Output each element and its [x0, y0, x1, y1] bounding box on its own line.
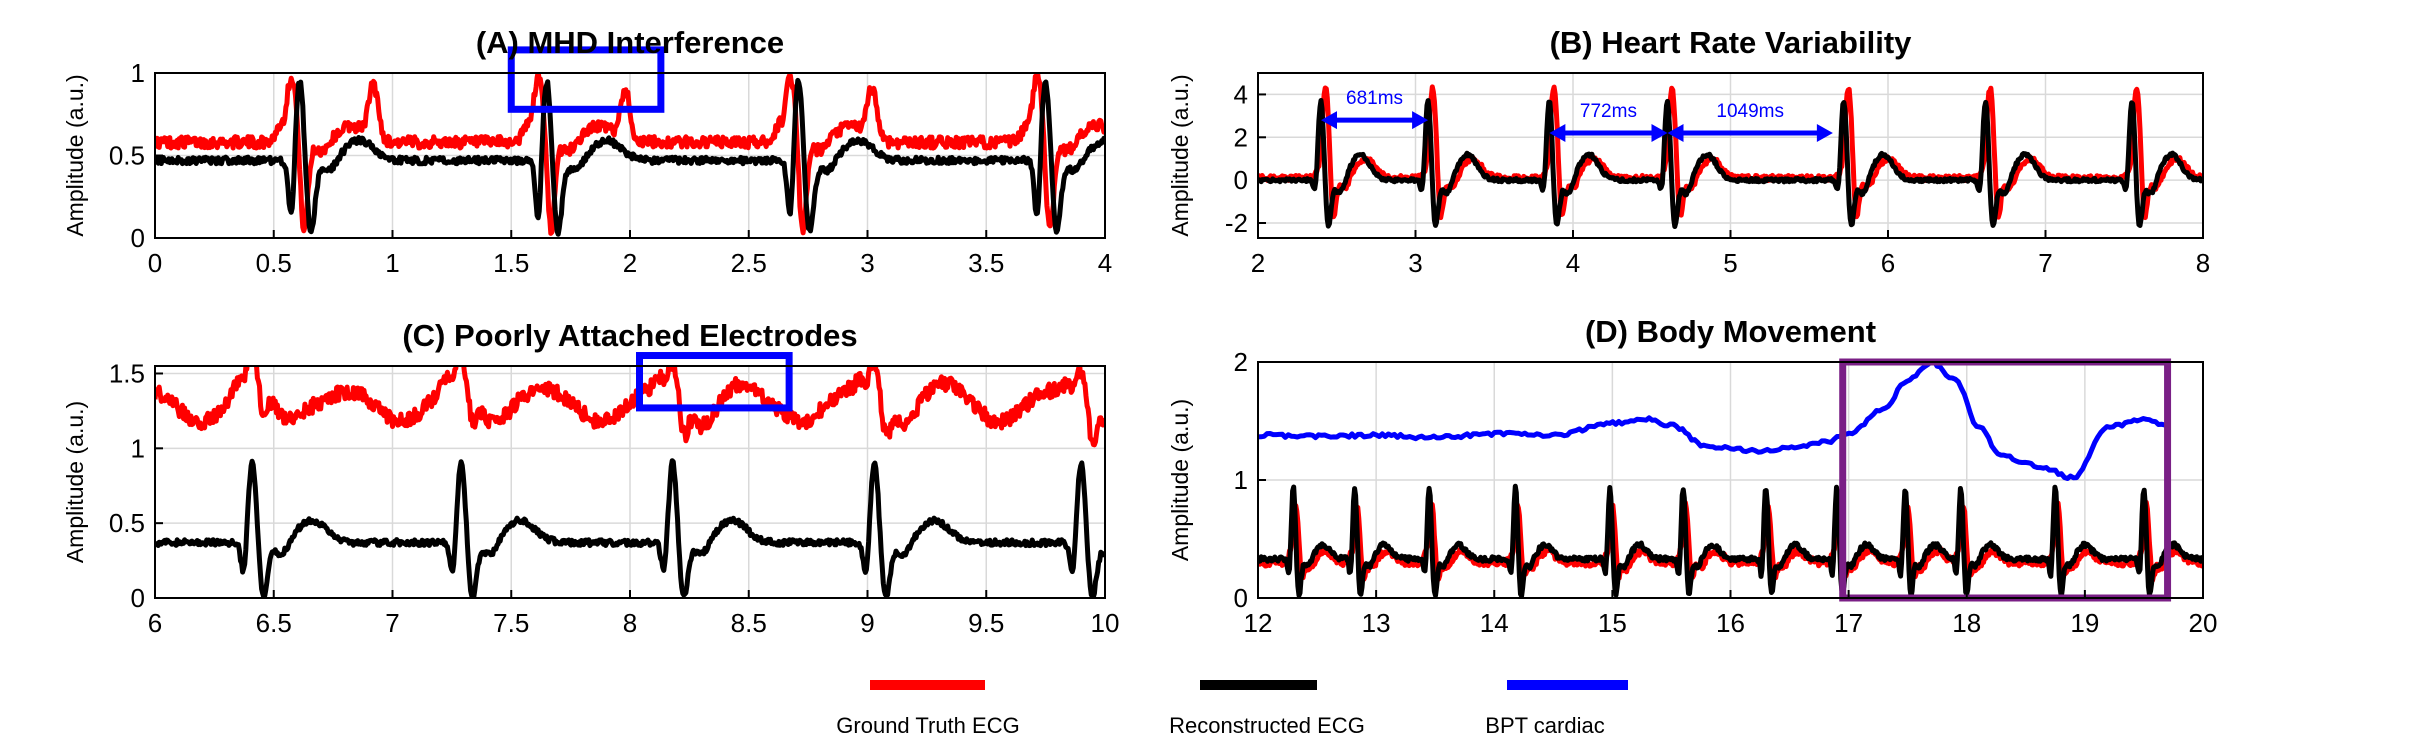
x-tick-label: 8: [623, 608, 637, 638]
y-tick-label: 0: [1234, 583, 1248, 613]
x-tick-label: 6: [1881, 248, 1895, 278]
legend-label-bpt: BPT cardiac: [1485, 713, 1604, 738]
y-tick-label: 0: [131, 583, 145, 613]
series-line-reconstructed: [155, 458, 1105, 598]
interval-arrow-head-left: [1321, 111, 1337, 130]
plot-area: [1258, 362, 2203, 598]
y-tick-label: 0.5: [109, 141, 145, 171]
chart-title: (A) MHD Interference: [476, 25, 784, 60]
y-tick-label: 1: [131, 433, 145, 463]
x-tick-label: 12: [1244, 608, 1273, 638]
interval-arrow-head-left: [1667, 124, 1684, 142]
x-tick-label: 8: [2196, 248, 2210, 278]
x-tick-label: 1.5: [493, 248, 529, 278]
y-tick-label: 0.5: [109, 508, 145, 538]
chart-panel-B: 681ms 772ms 1049ms 2 3 4 5 6 7 8 -2 0 2 4 (B) Heart Ra…: [1167, 25, 2210, 278]
legend: Ground Truth ECG Reconstructed ECG BPT c…: [836, 680, 1628, 738]
y-tick-label: 1.5: [109, 358, 145, 388]
series-line-bpt: [1258, 362, 2168, 481]
x-tick-label: 7.5: [493, 608, 529, 638]
x-tick-label: 1: [385, 248, 399, 278]
chart-title: (C) Poorly Attached Electrodes: [402, 318, 857, 353]
x-tick-label: 20: [2189, 608, 2218, 638]
x-tick-label: 6: [148, 608, 162, 638]
legend-label-ground-truth: Ground Truth ECG: [836, 713, 1019, 738]
series-line-reconstructed: [1258, 483, 2203, 598]
highlight-box: [507, 46, 665, 113]
x-tick-label: 14: [1480, 608, 1509, 638]
x-tick-label: 2.5: [731, 248, 767, 278]
x-tick-label: 4: [1098, 248, 1112, 278]
y-tick-label: 2: [1234, 122, 1248, 152]
y-tick-label: -2: [1225, 208, 1248, 238]
y-tick-label: 0: [1234, 165, 1248, 195]
series-line-reconstructed: [155, 77, 1105, 237]
y-tick-label: 0: [131, 223, 145, 253]
series-line-reconstructed: [1258, 98, 2203, 229]
highlight-box: [636, 352, 793, 412]
interval-arrow-head-right: [1651, 124, 1668, 142]
y-axis-label: Amplitude (a.u.): [1167, 74, 1193, 236]
x-tick-label: 6.5: [256, 608, 292, 638]
y-tick-label: 1: [131, 58, 145, 88]
interval-arrow-head-right: [1816, 124, 1833, 142]
x-tick-label: 0: [148, 248, 162, 278]
x-tick-label: 15: [1598, 608, 1627, 638]
chart-panel-C: 6 6.5 7 7.5 8 8.5 9 9.5 10 0 0.5 1 1.5 (C) Poorly Att…: [62, 318, 1119, 638]
chart-panel-A: 0 0.5 1 1.5 2 2.5 3 3.5 4 0 0.5 1 (A) MHD Interferen…: [62, 25, 1112, 278]
x-tick-label: 16: [1716, 608, 1745, 638]
chart-panels: 0 0.5 1 1.5 2 2.5 3 3.5 4 0 0.5 1 (A) MHD Interferen…: [62, 25, 2217, 638]
x-tick-label: 3: [1408, 248, 1422, 278]
y-tick-label: 2: [1234, 347, 1248, 377]
plot-area: [155, 366, 1105, 598]
interval-label: 772ms: [1580, 101, 1637, 122]
interval-arrow-head-left: [1549, 124, 1566, 142]
x-tick-label: 7: [2038, 248, 2052, 278]
series-line-ground_truth: [155, 366, 1105, 448]
y-axis-label: Amplitude (a.u.): [1167, 399, 1193, 561]
x-tick-label: 13: [1362, 608, 1391, 638]
y-tick-label: 4: [1234, 79, 1248, 109]
chart-title: (B) Heart Rate Variability: [1550, 25, 1913, 60]
x-tick-label: 10: [1091, 608, 1120, 638]
x-tick-label: 0.5: [256, 248, 292, 278]
y-axis-label: Amplitude (a.u.): [62, 74, 88, 236]
x-tick-label: 19: [2070, 608, 2099, 638]
x-tick-label: 3: [860, 248, 874, 278]
x-tick-label: 2: [1251, 248, 1265, 278]
plot-area: [1258, 84, 2203, 229]
chart-title: (D) Body Movement: [1585, 314, 1876, 349]
x-tick-label: 4: [1566, 248, 1580, 278]
x-tick-label: 17: [1834, 608, 1863, 638]
x-tick-label: 2: [623, 248, 637, 278]
x-tick-label: 5: [1723, 248, 1737, 278]
x-tick-label: 8.5: [731, 608, 767, 638]
x-tick-label: 7: [385, 608, 399, 638]
x-tick-label: 3.5: [968, 248, 1004, 278]
interval-arrow-head-right: [1412, 111, 1429, 130]
interval-label: 681ms: [1346, 88, 1403, 109]
x-tick-label: 9.5: [968, 608, 1004, 638]
y-tick-label: 1: [1234, 465, 1248, 495]
interval-label: 1049ms: [1716, 101, 1784, 122]
x-tick-label: 9: [860, 608, 874, 638]
legend-label-reconstructed: Reconstructed ECG: [1169, 713, 1365, 738]
y-axis-label: Amplitude (a.u.): [62, 401, 88, 563]
x-tick-label: 18: [1952, 608, 1981, 638]
